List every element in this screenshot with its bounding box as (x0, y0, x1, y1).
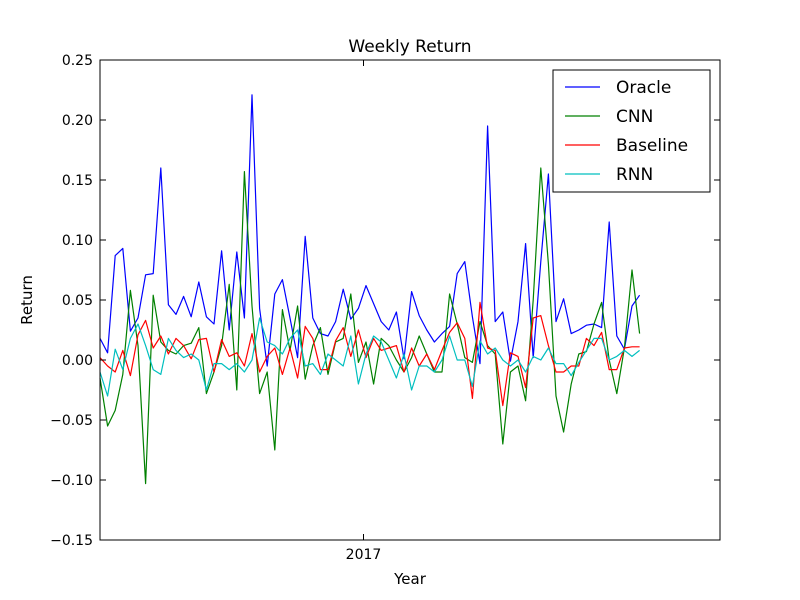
legend-label-rnn: RNN (616, 165, 653, 185)
y-tick-label: 0.25 (62, 53, 93, 69)
series-line-cnn (99, 167, 641, 485)
legend-box (552, 69, 711, 193)
x-axis-title: Year (393, 570, 427, 588)
y-tick-label: −0.15 (50, 533, 93, 549)
legend-label-cnn: CNN (616, 107, 653, 127)
y-tick-label: 0.20 (62, 113, 93, 129)
y-tick-label: 0.05 (62, 293, 93, 309)
series-layer (99, 94, 641, 485)
x-tick-label: 2017 (346, 547, 382, 563)
y-tick-label: 0.15 (62, 173, 93, 189)
plot-frame (99, 59, 721, 541)
y-tick-label: 0.00 (62, 353, 93, 369)
y-tick-label: 0.10 (62, 233, 93, 249)
legend-label-baseline: Baseline (616, 136, 688, 156)
y-axis-title: Return (18, 275, 36, 325)
series-line-oracle (99, 94, 641, 367)
legend-items: Oracle CNN Baseline RNN (565, 78, 688, 185)
chart-title: Weekly Return (348, 37, 471, 57)
y-tick-label: −0.05 (50, 413, 93, 429)
legend: Oracle CNN Baseline RNN (552, 69, 711, 193)
ticks-layer: −0.15 −0.10 −0.05 0.00 0.05 0.10 0.15 0.20 0.25 2… (50, 53, 720, 563)
legend-label-oracle: Oracle (616, 78, 671, 98)
series-line-rnn (99, 317, 640, 397)
y-tick-label: −0.10 (50, 473, 93, 489)
